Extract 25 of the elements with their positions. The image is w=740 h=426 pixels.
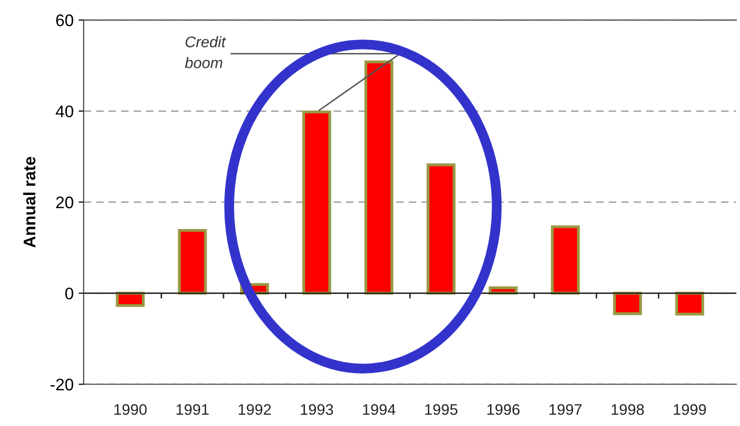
annotation: Credit boom	[184, 36, 226, 68]
y-tick-label: -20	[50, 378, 74, 390]
x-tick-label: 1993	[300, 404, 334, 415]
bar	[302, 110, 332, 295]
bar	[178, 228, 207, 295]
y-tick-label: 60	[56, 14, 74, 26]
y-tick-label: 0	[65, 288, 74, 300]
bar	[426, 163, 456, 295]
x-tick-label: 1998	[612, 404, 644, 415]
x-tick-label: 1995	[425, 404, 458, 415]
bar	[613, 292, 642, 316]
bar	[364, 60, 394, 295]
x-tick-label: 1997	[550, 404, 582, 415]
y-tick-label: 20	[56, 196, 74, 208]
bar	[550, 225, 580, 295]
x-tick-label: 1999	[674, 404, 706, 415]
bar	[116, 292, 145, 307]
y-tick-label: 40	[56, 105, 74, 118]
x-tick-label: 1990	[114, 404, 147, 415]
x-tick-label: 1991	[176, 404, 209, 415]
y-axis-title: Annual rate	[23, 156, 36, 248]
x-tick-label: 1994	[363, 404, 396, 415]
bar	[675, 292, 704, 316]
x-tick-label: 1992	[238, 404, 271, 415]
x-tick-label: 1996	[487, 404, 520, 415]
